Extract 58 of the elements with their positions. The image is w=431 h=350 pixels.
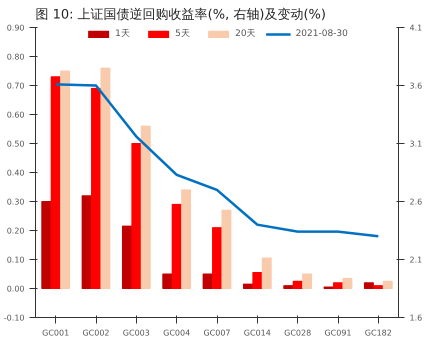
y-tick-label: 0.80 <box>6 52 24 62</box>
bar <box>342 278 352 289</box>
y2-tick-label: 1.6 <box>410 314 422 322</box>
y-tick-label: -0.10 <box>4 314 25 322</box>
bar <box>373 285 384 289</box>
x-tick-label: GC091 <box>324 328 352 338</box>
y2-tick-label: 2.1 <box>410 256 422 264</box>
y2-tick-label: 3.1 <box>410 140 422 148</box>
bar <box>41 201 52 289</box>
bar <box>302 274 312 289</box>
bar <box>122 226 132 289</box>
y-tick-label: 0.40 <box>6 168 24 178</box>
bar <box>172 204 182 289</box>
x-tick-label: GC007 <box>203 328 231 338</box>
bar <box>333 282 343 289</box>
bar <box>100 68 110 289</box>
bar <box>82 195 92 289</box>
y-tick-label: 0.30 <box>6 198 24 206</box>
legend-label: 1天 <box>115 28 131 40</box>
y2-tick-label: 4.1 <box>410 24 422 32</box>
x-tick-label: GC014 <box>244 328 271 338</box>
y-tick-label: 0.50 <box>6 140 24 148</box>
bar <box>252 272 262 289</box>
bar <box>262 258 272 289</box>
legend-label: 5天 <box>175 28 191 40</box>
y-tick-label: 0.90 <box>6 24 24 32</box>
bar <box>242 284 253 289</box>
x-tick-label: GC003 <box>122 328 150 338</box>
legend-label: 2021-08-30 <box>296 28 348 38</box>
y-tick-label: 0.20 <box>6 226 24 236</box>
bar <box>60 70 70 289</box>
bar <box>364 282 374 289</box>
bar <box>140 126 151 289</box>
x-tick-label: GC028 <box>284 328 312 338</box>
bar <box>382 280 393 289</box>
bar <box>292 280 303 289</box>
bar <box>221 210 232 289</box>
bar <box>91 88 101 289</box>
bar <box>131 143 142 289</box>
line-series <box>54 83 380 238</box>
y-tick-label: 0.60 <box>6 110 24 120</box>
bar <box>50 76 61 289</box>
y-tick-label: 0.70 <box>6 82 24 90</box>
y2-tick-label: 3.6 <box>410 82 422 90</box>
bar <box>212 227 222 289</box>
y2-tick-label: 2.6 <box>410 198 422 206</box>
legend-label: 20天 <box>235 28 256 40</box>
bar <box>181 189 192 289</box>
x-tick-label: GC001 <box>42 328 70 338</box>
x-tick-label: GC182 <box>364 328 392 338</box>
y-tick-label: 0.10 <box>6 256 24 264</box>
x-tick-label: GC002 <box>82 328 110 338</box>
x-tick-label: GC004 <box>163 328 190 338</box>
bar <box>283 285 294 289</box>
chart-title: 图 10: 上证国债逆回购收益率(%, 右轴)及变动(%) <box>36 6 326 22</box>
bar <box>202 274 213 289</box>
y-tick-label: 0.00 <box>6 284 24 294</box>
bar <box>162 274 172 289</box>
